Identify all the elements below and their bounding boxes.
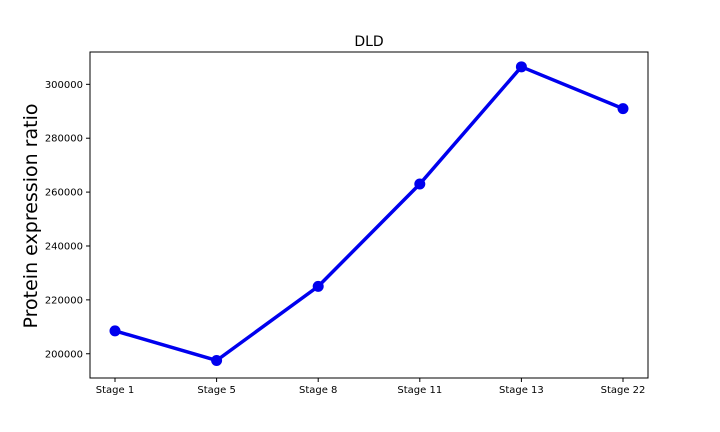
chart-title: DLD: [354, 34, 383, 50]
series-group: [109, 61, 629, 366]
y-tick-label: 300000: [45, 80, 83, 91]
y-axis: 200000 220000 240000 260000 280000 300000: [45, 80, 90, 360]
y-tick-label: 200000: [45, 349, 83, 360]
data-point: [312, 280, 324, 292]
data-point: [414, 178, 426, 190]
plot-area-frame: [89, 51, 649, 379]
data-point: [211, 354, 223, 366]
x-tick-label: Stage 8: [299, 385, 337, 396]
x-tick-label: Stage 5: [197, 385, 235, 396]
data-point: [109, 325, 121, 337]
y-tick-label: 240000: [45, 241, 83, 252]
y-tick-label: 220000: [45, 295, 83, 306]
x-tick-label: Stage 13: [499, 385, 544, 396]
x-axis: Stage 1 Stage 5 Stage 8 Stage 11 Stage 13 Sta…: [96, 378, 646, 396]
data-point: [617, 103, 629, 115]
x-tick-label: Stage 11: [397, 385, 442, 396]
y-tick-label: 280000: [45, 134, 83, 145]
series-line: [114, 65, 624, 363]
x-tick-label: Stage 22: [601, 385, 646, 396]
x-tick-label: Stage 1: [96, 385, 134, 396]
data-point: [515, 61, 527, 73]
y-axis-label: Protein expression ratio: [20, 104, 42, 329]
y-tick-label: 260000: [45, 188, 83, 199]
